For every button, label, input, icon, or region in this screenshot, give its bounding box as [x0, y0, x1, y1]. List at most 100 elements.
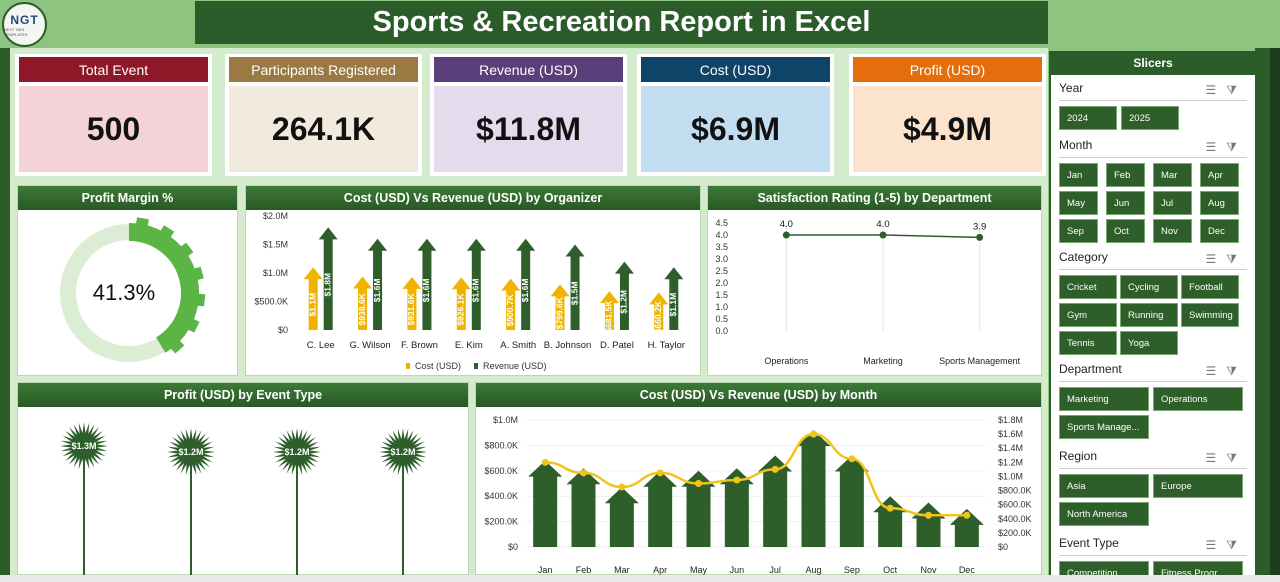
event-burst — [60, 422, 108, 470]
slicer-item[interactable]: 2024 — [1059, 106, 1117, 130]
y-tick-label-left: $0 — [508, 542, 518, 552]
donut-tooth — [176, 242, 194, 260]
slicer-item[interactable]: North America — [1059, 502, 1149, 526]
slicer-item[interactable]: Marketing — [1059, 387, 1149, 411]
x-tick-label: E. Kim — [455, 340, 483, 351]
event-type-chart: $1.3M $1.2M $1.2M $1.2M — [60, 422, 427, 576]
bar-data-label: $681.5K — [604, 300, 614, 333]
slicer-title: Year — [1059, 81, 1084, 95]
cost-bar — [451, 277, 471, 330]
slicer-multiselect-clear-icons[interactable]: ☰⧩ — [1205, 451, 1247, 465]
x-tick-label: F. Brown — [401, 340, 438, 351]
slicer-item[interactable]: Aug — [1200, 191, 1239, 215]
legend-swatch-revenue — [474, 363, 478, 369]
slicer-item[interactable]: Swimming — [1181, 303, 1239, 327]
bar-data-label: $1.2M — [619, 290, 629, 314]
slicer-item[interactable]: Sep — [1059, 219, 1098, 243]
donut-tooth — [183, 316, 200, 333]
satisfaction-point — [976, 233, 984, 241]
slicer-item[interactable]: Cricket — [1059, 275, 1117, 299]
kpi-card-cost: Cost (USD) $6.9M — [637, 54, 834, 176]
bar-data-label: $1.6M — [520, 279, 530, 303]
y-tick-label: $2.0M — [263, 211, 288, 221]
slicer-multiselect-clear-icons[interactable]: ☰⧩ — [1205, 538, 1247, 552]
donut-arc-group — [128, 217, 206, 354]
slicer-item[interactable]: Sports Manage... — [1059, 415, 1149, 439]
slicer-item[interactable]: May — [1059, 191, 1098, 215]
x-tick-label: D. Patel — [600, 340, 634, 351]
slicer-item[interactable]: Running — [1120, 303, 1178, 327]
donut-value-label: 41.3% — [93, 280, 155, 305]
event-burst — [379, 428, 427, 476]
slicer-item[interactable]: Gym — [1059, 303, 1117, 327]
y-tick-label: 0.0 — [715, 326, 728, 336]
slicer-item[interactable]: Cycling — [1120, 275, 1178, 299]
divider — [1059, 269, 1247, 270]
slicers-panel: Slicers Year ☰⧩ 2024 2025 Month ☰⧩ Jan Feb Mar Ap… — [1049, 51, 1255, 582]
y-tick-label-right: $600.0K — [998, 500, 1032, 510]
donut-tooth — [167, 336, 185, 354]
revenue-bar — [643, 470, 678, 547]
y-tick-label: 3.5 — [715, 242, 728, 252]
panel-month: Cost (USD) Vs Revenue (USD) by Month $1.… — [475, 382, 1042, 575]
revenue-bar — [566, 468, 601, 547]
slicers-title: Slicers — [1051, 51, 1255, 75]
x-tick-label: May — [690, 565, 708, 575]
point-data-label: 3.9 — [973, 221, 986, 232]
bar-data-label: $1.5M — [569, 281, 579, 305]
slicer-item[interactable]: Europe — [1153, 474, 1243, 498]
slicer-item[interactable]: Yoga — [1120, 331, 1178, 355]
slicer-item[interactable]: Asia — [1059, 474, 1149, 498]
cost-bar — [649, 292, 669, 330]
revenue-bar — [758, 455, 793, 547]
slicer-item[interactable]: Oct — [1106, 219, 1145, 243]
slicer-item[interactable]: Dec — [1200, 219, 1239, 243]
panel-event-type: Profit (USD) by Event Type $1.3M $1.2M $1.… — [17, 382, 469, 576]
revenue-bar — [664, 267, 684, 330]
slicer-item[interactable]: Jul — [1153, 191, 1192, 215]
slicer-multiselect-clear-icons[interactable]: ☰⧩ — [1205, 140, 1247, 154]
y-tick-label-left: $400.0K — [484, 491, 518, 501]
slicer-item[interactable]: Operations — [1153, 387, 1243, 411]
slicer-multiselect-clear-icons[interactable]: ☰⧩ — [1205, 252, 1247, 266]
profit-margin-chart: 41.3% — [60, 217, 206, 362]
y-tick-label-right: $200.0K — [998, 528, 1032, 538]
x-tick-label: Jul — [769, 565, 781, 575]
x-tick-label: Operations — [764, 356, 809, 366]
event-burst — [273, 428, 321, 476]
satisfaction-point — [879, 231, 887, 239]
slicer-multiselect-clear-icons[interactable]: ☰⧩ — [1205, 364, 1247, 378]
right-strip-edge — [1270, 48, 1280, 582]
burst-data-label: $1.2M — [390, 447, 415, 457]
y-tick-label: 1.5 — [715, 290, 728, 300]
bar-data-label: $931.6K — [406, 293, 416, 326]
x-tick-label: Oct — [883, 565, 898, 575]
bar-data-label: $799.6K — [554, 296, 564, 329]
slicer-item[interactable]: Feb — [1106, 163, 1145, 187]
y-tick-label-right: $1.2M — [998, 457, 1023, 467]
revenue-bar — [911, 502, 946, 547]
slicer-item[interactable]: Tennis — [1059, 331, 1117, 355]
x-tick-label: Marketing — [863, 356, 903, 366]
slicer-multiselect-clear-icons[interactable]: ☰⧩ — [1205, 83, 1247, 97]
y-tick-label-right: $1.6M — [998, 429, 1023, 439]
slicer-item[interactable]: Jan — [1059, 163, 1098, 187]
bar-data-label: $926.1K — [456, 293, 466, 326]
revenue-bar — [318, 227, 338, 330]
y-tick-label: 3.0 — [715, 254, 728, 264]
slicer-item[interactable]: Football — [1181, 275, 1239, 299]
slicer-item[interactable]: Jun — [1106, 191, 1145, 215]
kpi-card-profit: Profit (USD) $4.9M — [849, 54, 1046, 176]
slicer-item[interactable]: Mar — [1153, 163, 1192, 187]
logo-subtext: NEXT GEN TEMPLATES — [4, 26, 28, 37]
scroll-bar[interactable] — [0, 575, 1280, 582]
cost-point — [771, 465, 779, 473]
divider — [1059, 381, 1247, 382]
cost-bar — [501, 278, 521, 330]
cost-point — [656, 469, 664, 477]
left-strip — [0, 48, 10, 582]
slicer-item[interactable]: Nov — [1153, 219, 1192, 243]
slicer-item[interactable]: Apr — [1200, 163, 1239, 187]
slicer-item[interactable]: 2025 — [1121, 106, 1179, 130]
bar-data-label: $1.1M — [307, 293, 317, 317]
